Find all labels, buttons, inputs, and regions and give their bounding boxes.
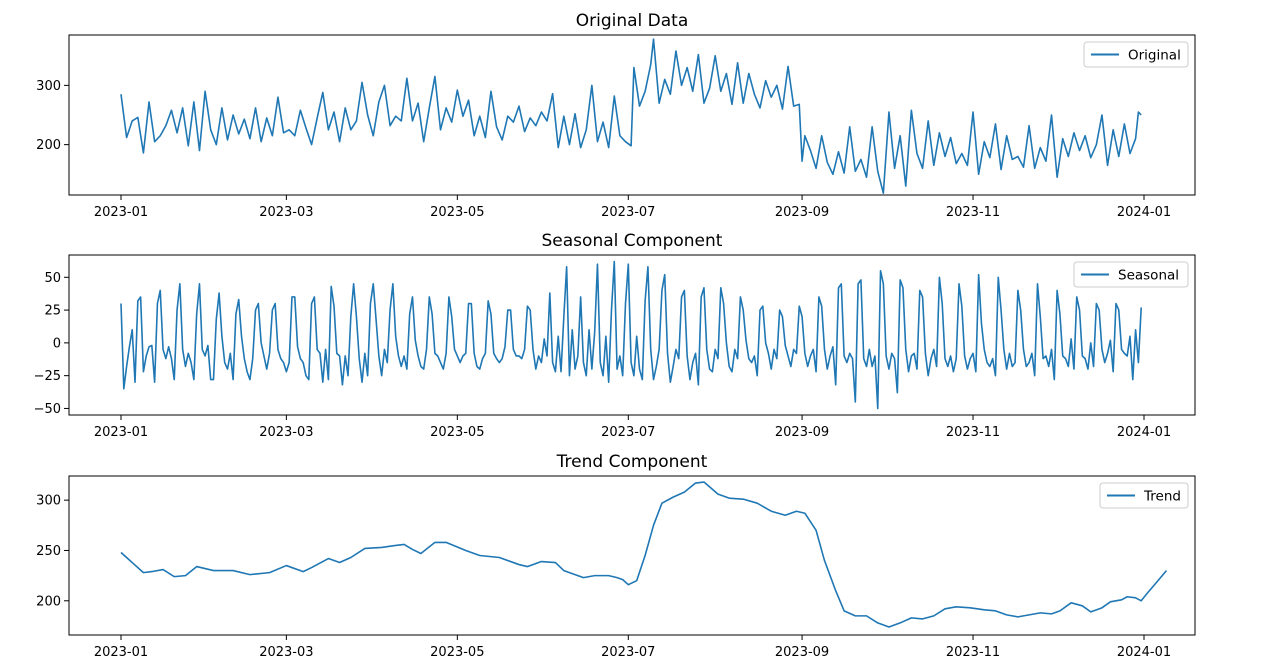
x-tick-label: 2023-03 xyxy=(259,425,313,440)
x-tick-label: 2023-11 xyxy=(946,205,1000,220)
legend-label: Original xyxy=(1128,48,1181,64)
legend-label: Seasonal xyxy=(1118,268,1179,284)
x-tick-label: 2023-09 xyxy=(775,205,829,220)
chart-panel-1: Original Data 2023-01 2023-03 2023-05 2023-0… xyxy=(36,11,1196,220)
x-tick-label: 2023-07 xyxy=(601,425,655,440)
x-tick-label: 2024-01 xyxy=(1117,425,1171,440)
x-tick-label: 2023-03 xyxy=(259,205,313,220)
y-tick-label: 200 xyxy=(36,594,61,609)
legend-label: Trend xyxy=(1143,489,1181,505)
chart-panel-3: Trend Component 2023-01 2023-03 2023-05 2023… xyxy=(36,452,1196,660)
x-tick-label: 2023-05 xyxy=(430,425,484,440)
x-tick-label: 2023-11 xyxy=(946,645,1000,660)
chart-panel-2: Seasonal Component 2023-01 2023-03 2023-05 2… xyxy=(34,231,1196,440)
axes-frame xyxy=(68,34,1196,196)
y-tick-label: 300 xyxy=(36,494,61,509)
x-tick-label: 2024-01 xyxy=(1117,205,1171,220)
legend-box xyxy=(1099,482,1189,509)
x-tick-label: 2023-05 xyxy=(430,645,484,660)
x-tick-label: 2024-01 xyxy=(1117,645,1171,660)
x-tick-label: 2023-01 xyxy=(94,645,148,660)
y-tick-label: 300 xyxy=(36,79,61,94)
axes-frame xyxy=(68,254,1196,416)
x-tick-label: 2023-09 xyxy=(775,645,829,660)
x-tick-label: 2023-01 xyxy=(94,205,148,220)
y-tick-label: 250 xyxy=(36,544,61,559)
legend-box xyxy=(1073,261,1189,288)
series-line-trend xyxy=(120,481,1168,628)
chart-title: Original Data xyxy=(576,11,689,31)
y-tick-label: −25 xyxy=(34,369,61,384)
legend: Original xyxy=(1083,41,1189,68)
y-tick-label: 25 xyxy=(44,304,61,319)
y-tick-label: −50 xyxy=(34,402,61,417)
series-line-seasonal xyxy=(120,260,1142,410)
x-tick-label: 2023-07 xyxy=(601,205,655,220)
x-tick-label: 2023-03 xyxy=(259,645,313,660)
y-tick-label: 200 xyxy=(36,138,61,153)
chart-title: Trend Component xyxy=(556,452,708,472)
x-tick-label: 2023-11 xyxy=(946,425,1000,440)
x-tick-label: 2023-09 xyxy=(775,425,829,440)
series-line-original xyxy=(120,38,1142,195)
x-tick-label: 2023-01 xyxy=(94,425,148,440)
axes-frame xyxy=(68,475,1196,636)
y-tick-label: 50 xyxy=(44,271,61,286)
legend: Trend xyxy=(1099,482,1189,509)
chart-title: Seasonal Component xyxy=(542,231,723,251)
y-tick-label: 0 xyxy=(53,336,61,351)
legend-box xyxy=(1083,41,1189,68)
x-tick-label: 2023-05 xyxy=(430,205,484,220)
x-tick-label: 2023-07 xyxy=(601,645,655,660)
legend: Seasonal xyxy=(1073,261,1189,288)
